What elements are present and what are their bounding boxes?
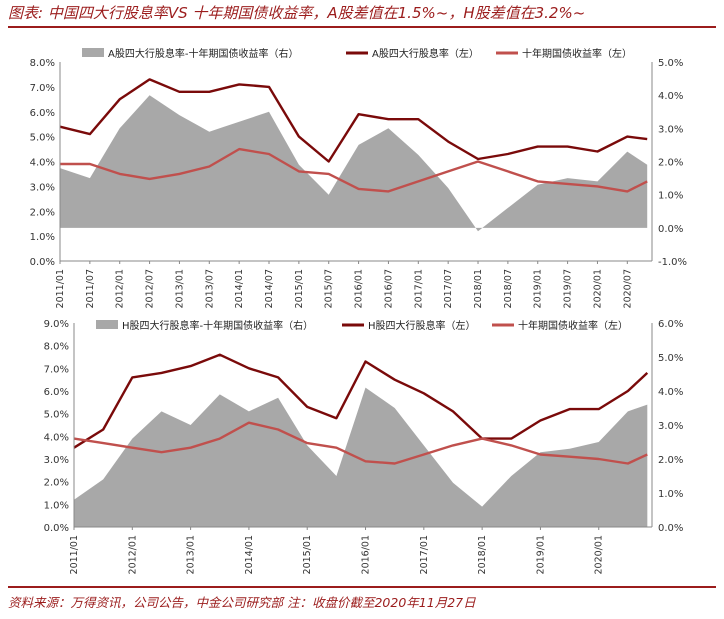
x-tick-label: 2018/01 bbox=[477, 535, 488, 574]
y-left-tick-label: 2.0% bbox=[30, 207, 55, 218]
y-right-tick-label: 2.0% bbox=[658, 455, 683, 466]
x-tick-label: 2015/01 bbox=[302, 535, 313, 574]
chart-title: 图表: 中国四大行股息率VS 十年期国债收益率，A股差值在1.5%~，H股差值在… bbox=[8, 4, 586, 22]
y-left-tick-label: 8.0% bbox=[44, 342, 69, 353]
legend-label: A股四大行股息率-十年期国债收益率（右） bbox=[108, 47, 298, 60]
bond-yield-line bbox=[60, 147, 648, 193]
y-right-tick-label: 5.0% bbox=[658, 353, 683, 364]
legend-label: H股四大行股息率（左） bbox=[368, 319, 476, 332]
y-left-tick-label: 7.0% bbox=[44, 364, 69, 375]
y-left-tick-label: 6.0% bbox=[30, 108, 55, 119]
x-tick-label: 2020/01 bbox=[594, 535, 605, 574]
legend-label: 十年期国债收益率（左） bbox=[518, 319, 628, 332]
y-right-tick-label: 3.0% bbox=[658, 421, 683, 432]
x-tick-label: 2019/01 bbox=[533, 269, 544, 308]
source-note: 资料来源：万得资讯，公司公告，中金公司研究部 注：收盘价截至2020年11月27… bbox=[8, 595, 476, 610]
x-tick-label: 2019/01 bbox=[535, 535, 546, 574]
dividend-yield-line bbox=[59, 78, 648, 163]
x-tick-label: 2019/07 bbox=[563, 269, 574, 308]
y-left-tick-label: 4.0% bbox=[44, 432, 69, 443]
y-right-tick-label: 1.0% bbox=[658, 489, 683, 500]
y-right-tick-label: 2.0% bbox=[658, 158, 683, 169]
x-tick-label: 2020/01 bbox=[592, 269, 603, 308]
x-tick-label: 2017/07 bbox=[443, 269, 454, 308]
x-tick-label: 2016/07 bbox=[383, 269, 394, 308]
legend-swatch-spread bbox=[96, 320, 118, 329]
y-left-tick-label: 6.0% bbox=[44, 387, 69, 398]
x-tick-label: 2012/01 bbox=[127, 535, 138, 574]
x-tick-label: 2015/07 bbox=[324, 269, 335, 308]
y-left-tick-label: 8.0% bbox=[30, 58, 55, 69]
y-left-tick-label: 0.0% bbox=[30, 257, 55, 268]
y-left-tick-label: 9.0% bbox=[44, 319, 69, 330]
x-tick-label: 2011/01 bbox=[69, 535, 80, 574]
legend-label: 十年期国债收益率（左） bbox=[522, 47, 632, 60]
x-tick-label: 2018/07 bbox=[503, 269, 514, 308]
y-right-tick-label: -1.0% bbox=[658, 257, 687, 268]
x-tick-label: 2014/01 bbox=[234, 269, 245, 308]
x-tick-label: 2011/07 bbox=[85, 269, 96, 308]
x-tick-label: 2016/01 bbox=[354, 269, 365, 308]
chart-h-dividend-vs-bond: 0.0% 1.0% 2.0% 3.0% 4.0% 5.0% 6.0% 7.0% 8.0% 9.0%… bbox=[44, 319, 684, 574]
y-left-tick-label: 5.0% bbox=[30, 133, 55, 144]
y-left-tick-label: 3.0% bbox=[30, 182, 55, 193]
legend-label: H股四大行股息率-十年期国债收益率（右） bbox=[122, 319, 313, 332]
x-tick-label: 2015/01 bbox=[294, 269, 305, 308]
y-right-tick-label: 6.0% bbox=[658, 319, 683, 330]
footer-rule bbox=[8, 586, 716, 588]
x-tick-label: 2016/01 bbox=[361, 535, 372, 574]
x-tick-label: 2011/01 bbox=[55, 269, 66, 308]
y-right-tick-label: 5.0% bbox=[658, 58, 683, 69]
y-right-tick-label: 4.0% bbox=[658, 387, 683, 398]
x-tick-label: 2013/01 bbox=[186, 535, 197, 574]
dividend-yield-line bbox=[73, 353, 649, 449]
x-tick-label: 2018/01 bbox=[473, 269, 484, 308]
x-tick-label: 2020/07 bbox=[622, 269, 633, 308]
chart-a-dividend-vs-bond: 0.0% 1.0% 2.0% 3.0% 4.0% 5.0% 6.0% 7.0% 8.0% -1.0… bbox=[30, 47, 687, 308]
y-left-tick-label: 3.0% bbox=[44, 455, 69, 466]
y-right-tick-label: 4.0% bbox=[658, 91, 683, 102]
x-tick-label: 2013/01 bbox=[174, 269, 185, 308]
y-right-tick-label: 3.0% bbox=[658, 124, 683, 135]
x-tick-label: 2012/07 bbox=[145, 269, 156, 308]
x-tick-label: 2012/01 bbox=[115, 269, 126, 308]
x-tick-label: 2014/07 bbox=[264, 269, 275, 308]
spread-area bbox=[60, 95, 648, 232]
bond-yield-line bbox=[73, 421, 648, 465]
x-tick-label: 2013/07 bbox=[204, 269, 215, 308]
spread-area bbox=[74, 387, 648, 527]
y-left-tick-label: 2.0% bbox=[44, 478, 69, 489]
y-left-tick-label: 7.0% bbox=[30, 83, 55, 94]
y-left-tick-label: 4.0% bbox=[30, 158, 55, 169]
y-right-tick-label: 0.0% bbox=[658, 224, 683, 235]
x-tick-label: 2017/01 bbox=[419, 535, 430, 574]
y-left-tick-label: 5.0% bbox=[44, 410, 69, 421]
y-right-tick-label: 0.0% bbox=[658, 523, 683, 534]
y-right-tick-label: 1.0% bbox=[658, 191, 683, 202]
y-left-tick-label: 1.0% bbox=[30, 232, 55, 243]
legend-swatch-spread bbox=[82, 48, 104, 57]
x-tick-label: 2017/01 bbox=[413, 269, 424, 308]
title-rule bbox=[8, 26, 716, 28]
y-left-tick-label: 1.0% bbox=[44, 500, 69, 511]
y-left-tick-label: 0.0% bbox=[44, 523, 69, 534]
legend-label: A股四大行股息率（左） bbox=[372, 47, 479, 60]
x-tick-label: 2014/01 bbox=[244, 535, 255, 574]
